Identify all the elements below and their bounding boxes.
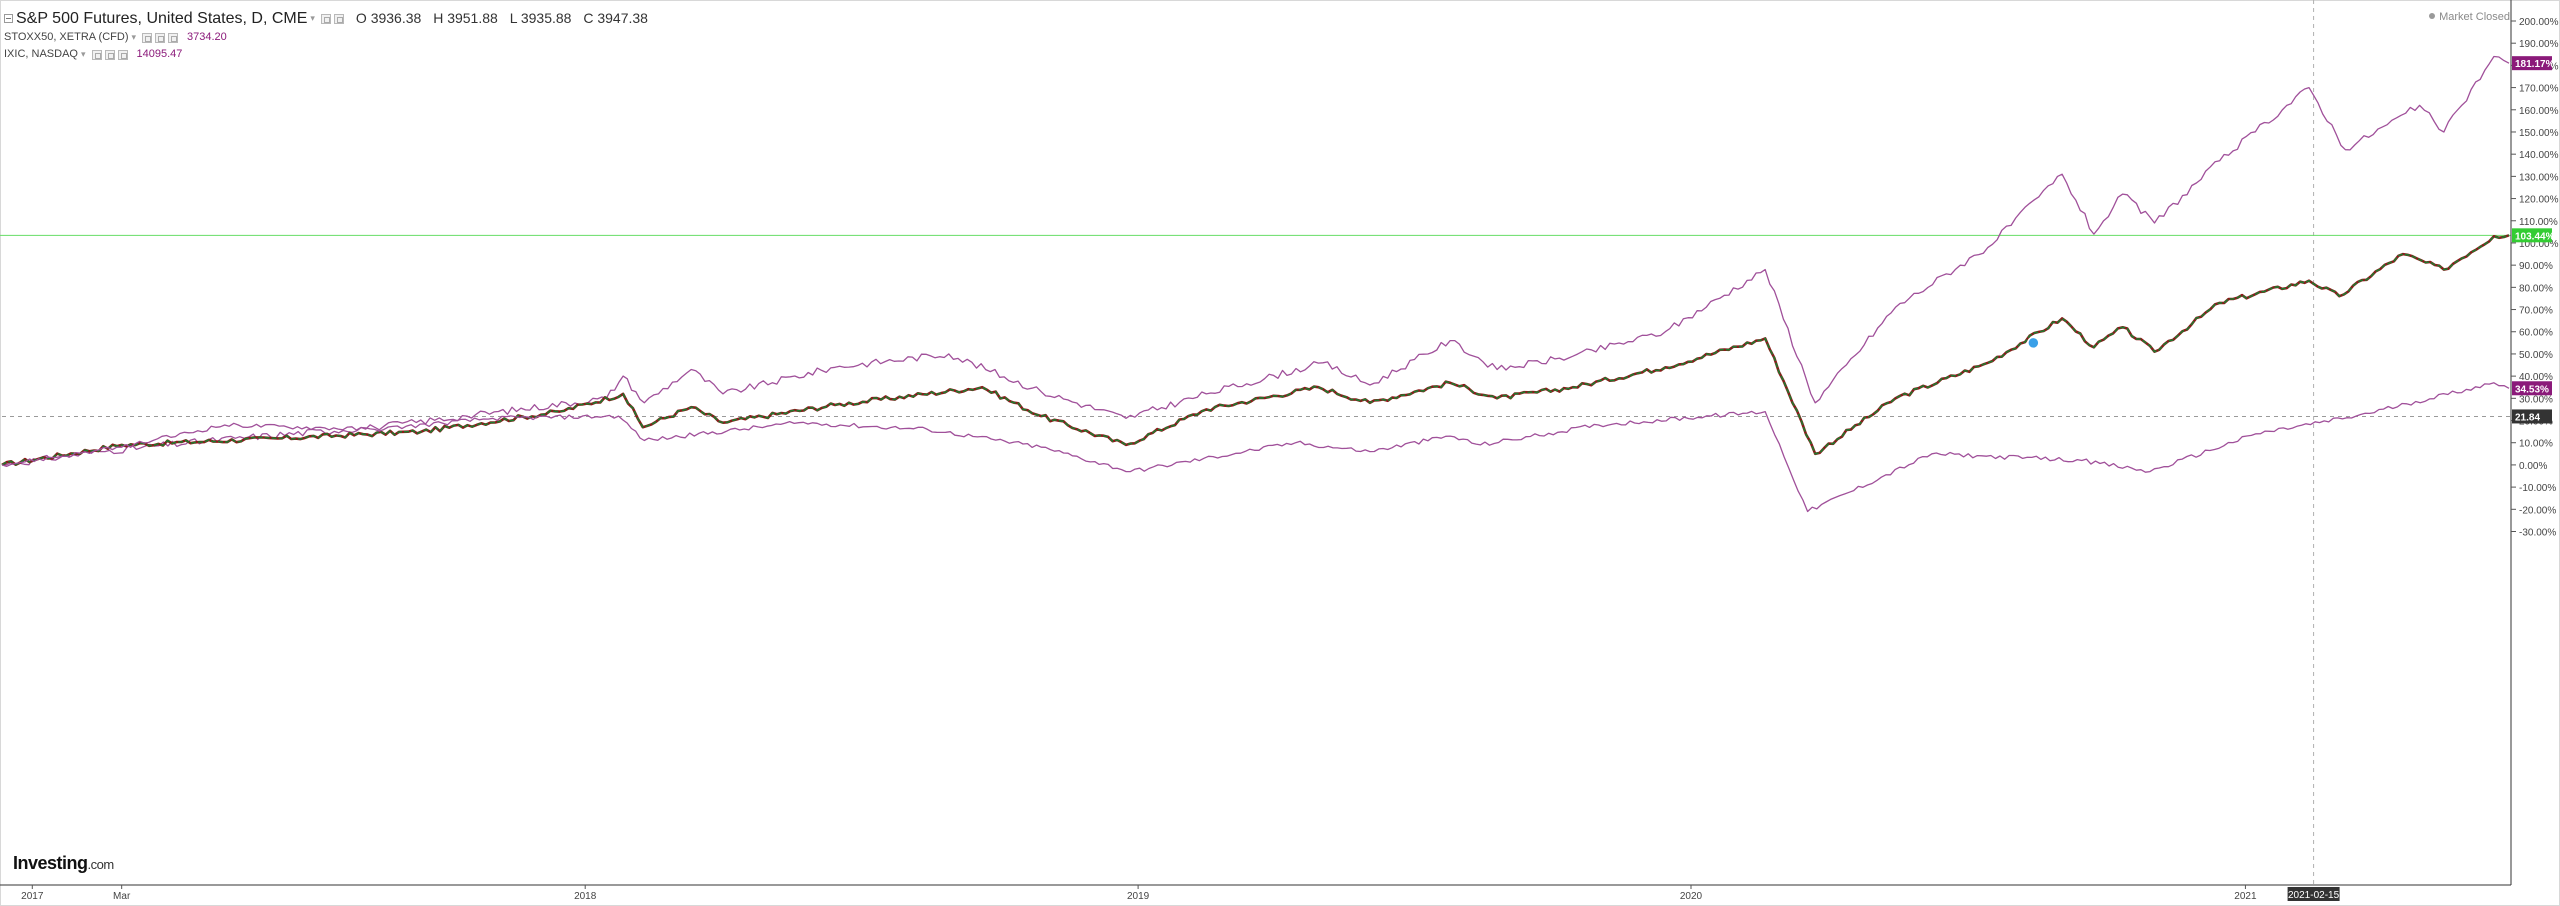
y-tick-label: 150.00% [2519,128,2559,139]
close-icon[interactable] [168,32,179,43]
y-tick-label: 70.00% [2519,306,2553,317]
series-ixic [1,55,2510,466]
overlay-name[interactable]: STOXX50, XETRA (CFD) [4,31,129,43]
high-value: H 3951.88 [433,10,498,26]
investing-logo: Investing.com [13,853,114,874]
spx-price-label: 103.44% [2515,231,2555,242]
spx-price-label-bg [2512,228,2552,243]
low-value: L 3935.88 [509,10,572,26]
y-tick-label: 40.00% [2519,372,2553,383]
settings-icon[interactable] [320,13,331,24]
y-tick-label: 50.00% [2519,350,2553,361]
chevron-down-icon[interactable]: ▾ [131,32,137,42]
crosshair-date-bg [2287,887,2340,901]
close-icon[interactable] [117,49,128,60]
x-tick-label: 2018 [574,891,597,902]
settings-icon[interactable] [142,32,153,43]
ixic-price-label-bg [2512,56,2552,71]
close-value: C 3947.38 [583,10,648,26]
market-status: Market Closed [2429,11,2510,23]
ixic-price-label: 181.17% [2515,59,2555,70]
collapse-icon[interactable] [4,14,13,23]
y-tick-label: 190.00% [2519,39,2559,50]
chevron-down-icon[interactable]: ▾ [80,49,86,59]
y-tick-label: 30.00% [2519,394,2553,405]
crosshair-value-label: 21.84 [2515,412,2540,423]
stoxx-price-label: 34.53% [2515,384,2549,395]
x-tick-label: 2020 [1680,891,1703,902]
series-stoxx [1,382,2510,513]
y-tick-label: 120.00% [2519,195,2559,206]
y-tick-label: 170.00% [2519,84,2559,95]
y-tick-label: -30.00% [2519,528,2556,539]
ohlc-values: O 3936.38 H 3951.88 L 3935.88 C 3947.38 [356,10,656,27]
grid [0,0,2511,885]
overlay-name[interactable]: IXIC, NASDAQ [4,48,78,60]
x-tick-label: 2021 [2234,891,2257,902]
hide-icon[interactable] [104,49,115,60]
stoxx-price-label-bg [2512,381,2552,396]
brand-name: Investing [13,853,88,873]
chevron-down-icon[interactable]: ▾ [310,13,315,23]
y-axis: 200.00%190.00%180.00%170.00%160.00%150.0… [2510,0,2559,885]
y-tick-label: -10.00% [2519,483,2556,494]
y-tick-label: 200.00% [2519,17,2559,28]
x-axis: 2017 Mar 2018 2019 2020 2021 2021-02-15 [0,884,2511,902]
y-tick-label: -20.00% [2519,505,2556,516]
brand-tld: .com [87,857,115,872]
y-tick-label: 80.00% [2519,283,2553,294]
crosshair-value-label-bg [2512,409,2552,424]
y-tick-label: 110.00% [2519,217,2558,228]
event-marker-icon [2027,336,2040,350]
hide-icon[interactable] [155,32,166,43]
main-symbol-title[interactable]: S&P 500 Futures, United States, D, CME [16,10,308,27]
y-tick-label: 10.00% [2519,439,2553,450]
markers [2027,336,2040,350]
x-tick-label: 2019 [1127,891,1150,902]
open-value: O 3936.38 [355,10,422,26]
y-tick-label: 60.00% [2519,328,2553,339]
y-tick-label: 140.00% [2519,150,2559,161]
overlay-row-stoxx[interactable]: STOXX50, XETRA (CFD) ▾ 3734.20 [4,29,656,46]
overlay-value: 14095.47 [136,48,183,60]
y-tick-label: 90.00% [2519,261,2553,272]
y-tick-label: 130.00% [2519,172,2559,183]
hide-icon[interactable] [333,13,344,24]
overlay-row-ixic[interactable]: IXIC, NASDAQ ▾ 14095.47 [4,46,656,63]
overlay-value: 3734.20 [187,31,227,43]
x-tick-label: 2017 [21,891,44,902]
chart-legend: S&P 500 Futures, United States, D, CME ▾… [4,8,656,63]
series-spx [1,234,2510,466]
main-symbol-row[interactable]: S&P 500 Futures, United States, D, CME ▾… [4,8,656,29]
y-tick-label: 100.00% [2519,239,2559,250]
crosshair-date-label: 2021-02-15 [2288,890,2340,901]
series-group [1,55,2510,513]
settings-icon[interactable] [91,49,102,60]
market-status-text: Market Closed [2439,11,2510,23]
y-tick-label: 0.00% [2519,461,2547,472]
y-tick-label: 160.00% [2519,106,2559,117]
x-tick-label: Mar [113,891,131,902]
status-dot-icon [2429,13,2436,19]
